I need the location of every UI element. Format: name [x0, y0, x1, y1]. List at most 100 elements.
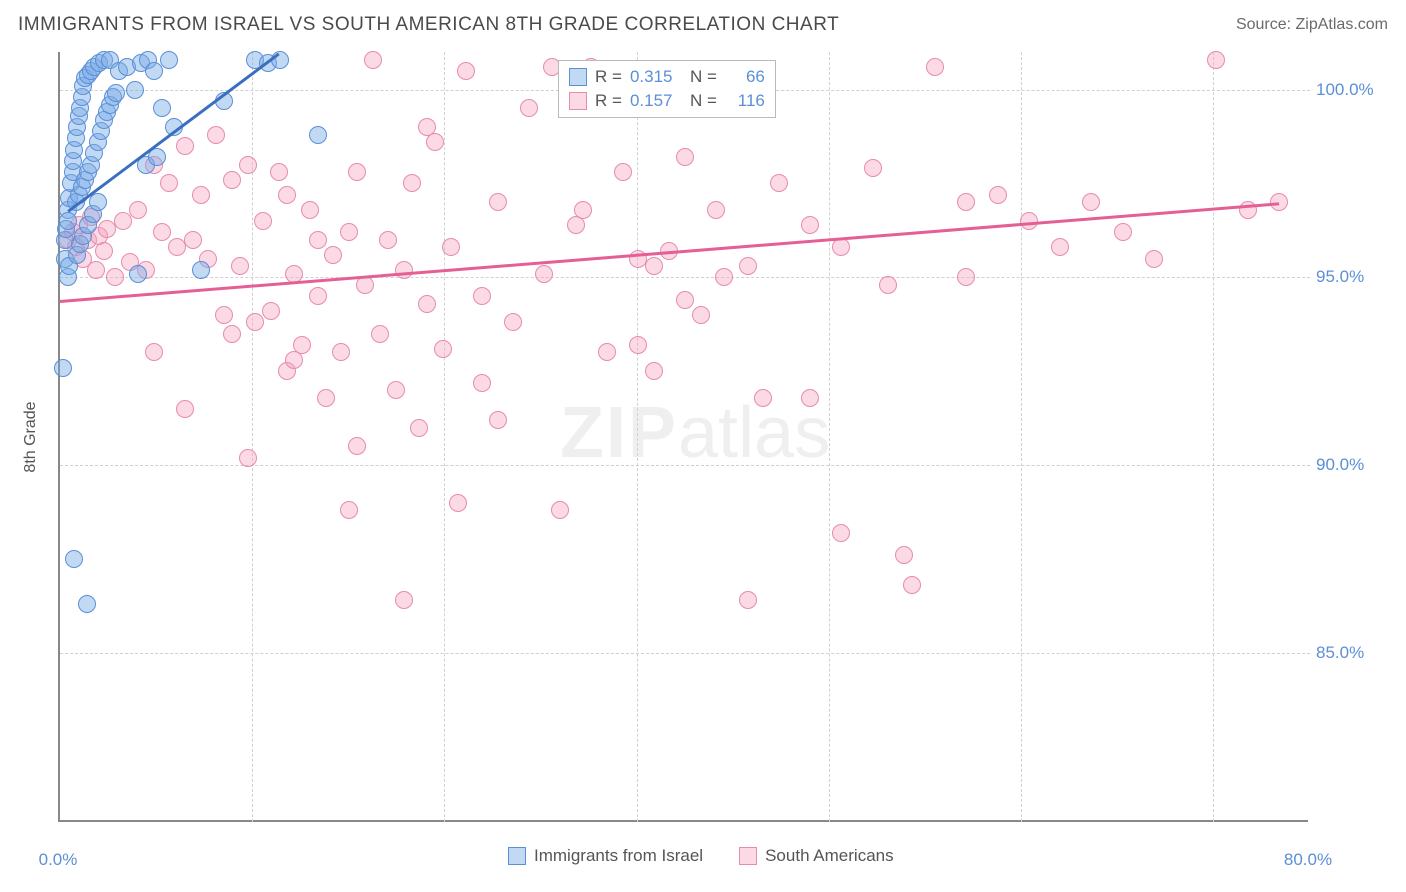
data-point [864, 159, 882, 177]
data-point [551, 501, 569, 519]
data-point [223, 325, 241, 343]
data-point [770, 174, 788, 192]
series-legend: Immigrants from Israel South Americans [508, 846, 894, 866]
data-point [145, 62, 163, 80]
gridline-v [1213, 52, 1214, 822]
xtick-label: 0.0% [39, 850, 78, 870]
legend-label: Immigrants from Israel [534, 846, 703, 866]
y-axis-label: 8th Grade [22, 401, 40, 472]
swatch-icon [569, 68, 587, 86]
data-point [231, 257, 249, 275]
chart-container: 8th Grade ZIPatlas R =0.315N =66R =0.157… [58, 52, 1372, 822]
data-point [184, 231, 202, 249]
data-point [832, 524, 850, 542]
data-point [153, 99, 171, 117]
n-label: N = [690, 67, 717, 87]
trend-line [60, 202, 1279, 302]
data-point [1114, 223, 1132, 241]
gridline-h [60, 277, 1310, 278]
data-point [309, 126, 327, 144]
data-point [1082, 193, 1100, 211]
legend-stat-row: R =0.157N =116 [569, 89, 765, 113]
ytick-label: 85.0% [1316, 643, 1364, 663]
data-point [434, 340, 452, 358]
correlation-legend: R = 0.315 N = 66R = 0.157 N = 116 [558, 60, 776, 118]
data-point [215, 306, 233, 324]
data-point [598, 343, 616, 361]
n-value: 116 [725, 91, 765, 111]
data-point [340, 223, 358, 241]
data-point [340, 501, 358, 519]
xtick-label: 80.0% [1284, 850, 1332, 870]
data-point [207, 126, 225, 144]
chart-title: IMMIGRANTS FROM ISRAEL VS SOUTH AMERICAN… [18, 14, 839, 36]
data-point [364, 51, 382, 69]
data-point [614, 163, 632, 181]
gridline-v [444, 52, 445, 822]
data-point [285, 351, 303, 369]
plot-area: ZIPatlas [58, 52, 1308, 822]
data-point [418, 295, 436, 313]
data-point [239, 449, 257, 467]
data-point [89, 193, 107, 211]
data-point [176, 137, 194, 155]
data-point [348, 163, 366, 181]
swatch-icon [508, 847, 526, 865]
data-point [87, 261, 105, 279]
data-point [754, 389, 772, 407]
data-point [379, 231, 397, 249]
data-point [801, 389, 819, 407]
data-point [176, 400, 194, 418]
data-point [114, 212, 132, 230]
data-point [192, 261, 210, 279]
data-point [348, 437, 366, 455]
data-point [332, 343, 350, 361]
r-value: 0.157 [630, 91, 682, 111]
data-point [403, 174, 421, 192]
n-value: 66 [725, 67, 765, 87]
ytick-label: 95.0% [1316, 267, 1364, 287]
legend-item-israel: Immigrants from Israel [508, 846, 703, 866]
data-point [449, 494, 467, 512]
data-point [309, 287, 327, 305]
gridline-v [829, 52, 830, 822]
data-point [629, 336, 647, 354]
legend-stat-row: R = 0.315 N = 66 [569, 65, 765, 89]
data-point [574, 201, 592, 219]
ytick-label: 90.0% [1316, 455, 1364, 475]
data-point [270, 163, 288, 181]
n-label: N = [690, 91, 717, 111]
data-point [645, 257, 663, 275]
data-point [801, 216, 819, 234]
data-point [676, 148, 694, 166]
data-point [989, 186, 1007, 204]
data-point [895, 546, 913, 564]
data-point [254, 212, 272, 230]
data-point [65, 550, 83, 568]
data-point [106, 268, 124, 286]
data-point [387, 381, 405, 399]
data-point [78, 595, 96, 613]
data-point [676, 291, 694, 309]
data-point [129, 201, 147, 219]
data-point [223, 171, 241, 189]
r-label: R = [595, 67, 622, 87]
legend-item-south-american: South Americans [739, 846, 894, 866]
data-point [301, 201, 319, 219]
ytick-label: 100.0% [1316, 80, 1374, 100]
data-point [160, 51, 178, 69]
gridline-v [1021, 52, 1022, 822]
data-point [239, 156, 257, 174]
r-value: 0.315 [630, 67, 682, 87]
data-point [153, 223, 171, 241]
data-point [645, 362, 663, 380]
data-point [739, 591, 757, 609]
data-point [457, 62, 475, 80]
data-point [395, 261, 413, 279]
data-point [95, 242, 113, 260]
data-point [410, 419, 428, 437]
data-point [520, 99, 538, 117]
data-point [832, 238, 850, 256]
data-point [504, 313, 522, 331]
data-point [324, 246, 342, 264]
